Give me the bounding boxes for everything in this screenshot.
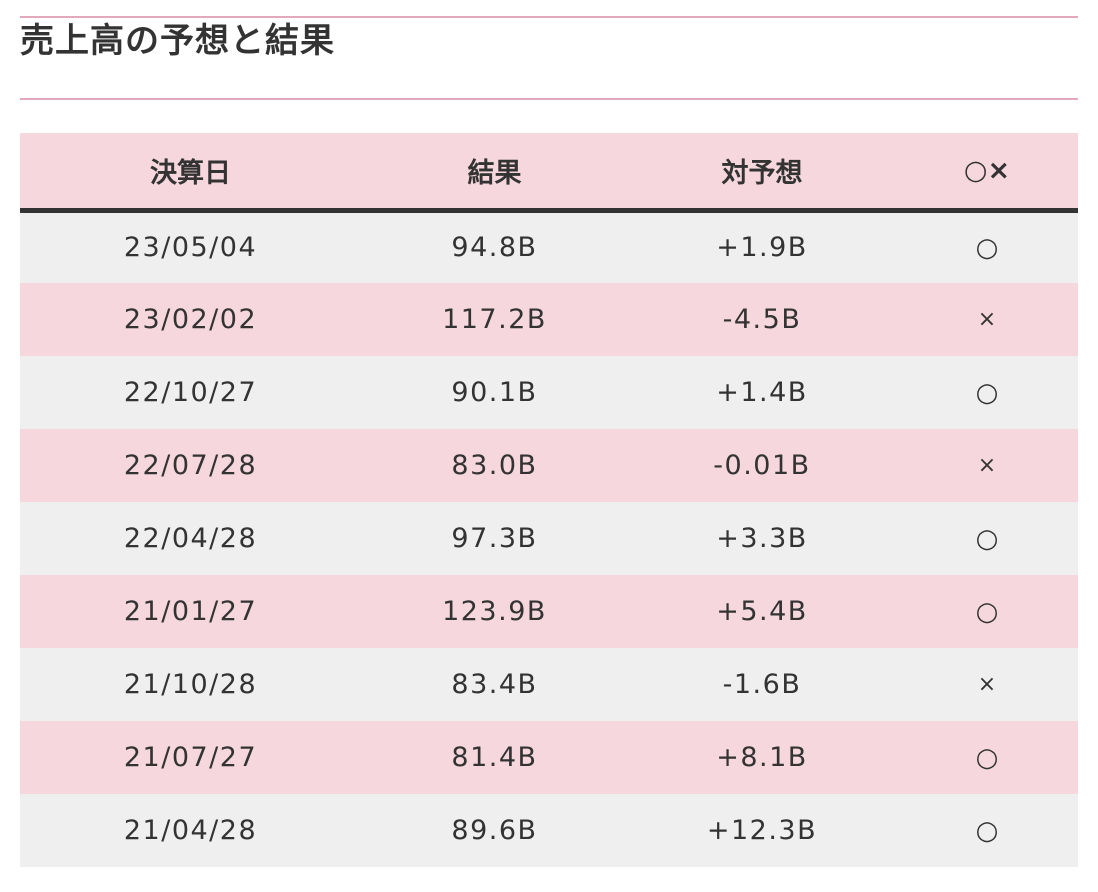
cell-date: 21/04/28 (123, 815, 258, 846)
earnings-table: 決算日 結果 対予想 ○× 23/05/04 94.8B +1.9B ○ 23/… (20, 133, 1078, 867)
cell-result: 97.3B (451, 523, 538, 554)
cell-date: 21/01/27 (123, 596, 258, 627)
cell-mark: ○ (975, 377, 999, 408)
cell-mark: ○ (975, 815, 999, 846)
column-header-vs-forecast: 対予想 (628, 133, 896, 213)
cell-mark: ○ (975, 596, 999, 627)
cell-vs-forecast: -0.01B (713, 450, 811, 481)
table-header: 決算日 結果 対予想 ○× (20, 133, 1078, 213)
cell-mark: × (977, 672, 997, 697)
column-header-mark: ○× (896, 133, 1078, 213)
earnings-table-container: 決算日 結果 対予想 ○× 23/05/04 94.8B +1.9B ○ 23/… (20, 133, 1078, 867)
cell-date: 21/10/28 (123, 669, 258, 700)
cell-result: 89.6B (451, 815, 538, 846)
table-row: 21/04/28 89.6B +12.3B ○ (20, 794, 1078, 867)
cell-result: 83.0B (451, 450, 538, 481)
cell-result: 117.2B (442, 304, 547, 335)
section-header (20, 16, 1078, 100)
cell-date: 22/07/28 (123, 450, 258, 481)
cell-result: 123.9B (442, 596, 547, 627)
cell-vs-forecast: +1.4B (716, 377, 808, 408)
cell-result: 94.8B (451, 232, 538, 264)
column-header-date: 決算日 (20, 133, 361, 213)
cell-vs-forecast: +1.9B (716, 232, 808, 264)
cell-vs-forecast: -1.6B (722, 669, 802, 700)
table-header-row: 決算日 結果 対予想 ○× (20, 133, 1078, 213)
table-body: 23/05/04 94.8B +1.9B ○ 23/02/02 117.2B -… (20, 210, 1078, 867)
cell-mark: × (977, 453, 997, 478)
table-row: 22/07/28 83.0B -0.01B × (20, 429, 1078, 502)
cell-mark: × (977, 307, 997, 332)
cell-mark: ○ (975, 232, 999, 263)
table-row: 23/05/04 94.8B +1.9B ○ (20, 210, 1078, 283)
cell-mark: ○ (975, 742, 999, 773)
cell-vs-forecast: +5.4B (716, 596, 808, 627)
table-row: 22/04/28 97.3B +3.3B ○ (20, 502, 1078, 575)
table-row: 21/10/28 83.4B -1.6B × (20, 648, 1078, 721)
cell-date: 23/02/02 (123, 304, 258, 335)
column-header-result: 結果 (361, 133, 628, 213)
cell-vs-forecast: +12.3B (706, 815, 818, 846)
table-row: 21/07/27 81.4B +8.1B ○ (20, 721, 1078, 794)
table-row: 22/10/27 90.1B +1.4B ○ (20, 356, 1078, 429)
cell-mark: ○ (975, 523, 999, 554)
cell-date: 21/07/27 (123, 742, 258, 773)
cell-vs-forecast: -4.5B (722, 304, 802, 335)
cell-result: 90.1B (451, 377, 538, 408)
cell-date: 22/10/27 (123, 377, 258, 408)
cell-result: 81.4B (451, 742, 538, 773)
cell-date: 22/04/28 (123, 523, 258, 554)
cell-vs-forecast: +3.3B (716, 523, 808, 554)
cell-result: 83.4B (451, 669, 538, 700)
table-row: 23/02/02 117.2B -4.5B × (20, 283, 1078, 356)
cell-date: 23/05/04 (123, 232, 258, 264)
table-row: 21/01/27 123.9B +5.4B ○ (20, 575, 1078, 648)
cell-vs-forecast: +8.1B (716, 742, 808, 773)
page-title: 売上高の予想と結果 (20, 21, 335, 61)
